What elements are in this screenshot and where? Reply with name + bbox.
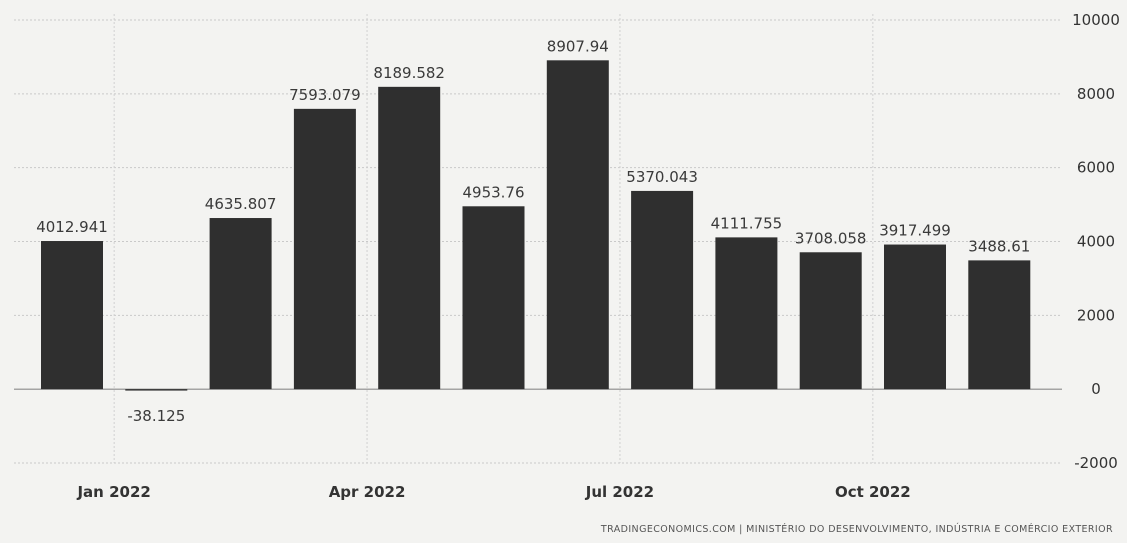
x-tick-label: Oct 2022 <box>835 483 911 501</box>
bar <box>294 109 356 389</box>
data-label: -38.125 <box>127 407 185 425</box>
bar <box>631 191 693 389</box>
bar <box>800 252 862 389</box>
bar <box>884 245 946 390</box>
bar <box>968 260 1030 389</box>
source-credit: TRADINGECONOMICS.COM | MINISTÉRIO DO DES… <box>601 524 1113 535</box>
data-label: 3708.058 <box>795 229 867 247</box>
x-tick-label: Jan 2022 <box>76 483 150 501</box>
y-tick-label: 0 <box>1091 380 1101 398</box>
y-tick-label: 8000 <box>1077 85 1115 103</box>
data-label: 5370.043 <box>626 168 698 186</box>
data-label: 8189.582 <box>373 64 445 82</box>
bar <box>715 237 777 389</box>
y-tick-label: -2000 <box>1074 454 1118 472</box>
bar <box>378 87 440 389</box>
x-tick-label: Jul 2022 <box>585 483 654 501</box>
y-tick-label: 10000 <box>1072 11 1120 29</box>
x-tick-label: Apr 2022 <box>329 483 406 501</box>
data-label: 4012.941 <box>36 218 108 236</box>
data-label: 8907.94 <box>547 37 609 55</box>
bar <box>210 218 272 389</box>
data-label: 4953.76 <box>462 183 524 201</box>
y-tick-label: 6000 <box>1077 159 1115 177</box>
y-tick-label: 2000 <box>1077 306 1115 324</box>
data-label: 7593.079 <box>289 86 361 104</box>
bar <box>547 60 609 389</box>
data-label: 3917.499 <box>879 222 951 240</box>
data-label: 4635.807 <box>205 195 277 213</box>
bar <box>125 389 187 390</box>
bar <box>41 241 103 389</box>
data-label: 3488.61 <box>968 237 1030 255</box>
bar <box>463 206 525 389</box>
data-label: 4111.755 <box>711 214 783 232</box>
y-tick-label: 4000 <box>1077 233 1115 251</box>
